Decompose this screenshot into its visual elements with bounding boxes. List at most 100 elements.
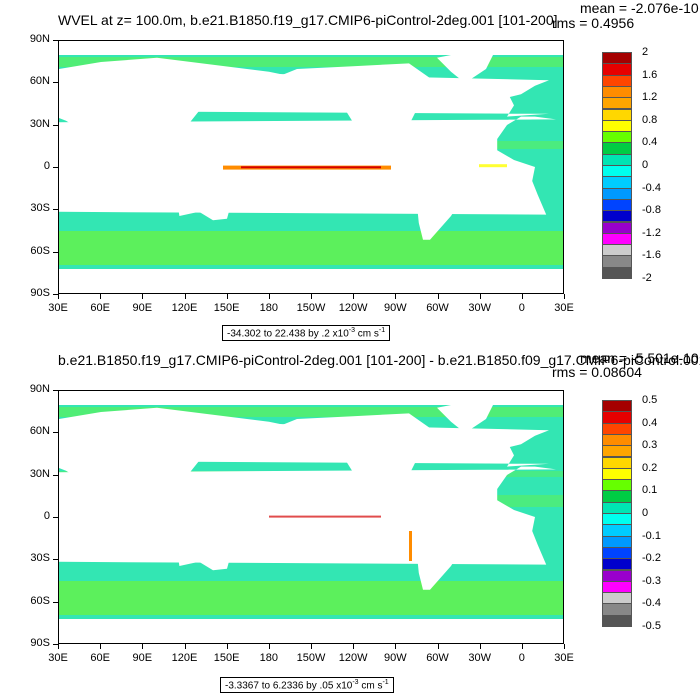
arctic-cap [59,391,563,405]
colorbar-swatch [602,614,632,627]
indonesia-landmass [150,508,185,529]
latitude-tick [53,167,58,168]
longitude-tick-label: 0 [518,302,525,314]
longitude-tick-label: 30W [468,302,491,314]
longitude-tick [353,294,355,299]
longitude-tick-label: 30W [468,652,491,664]
map-plot [58,390,564,644]
longitude-tick-label: 120E [171,302,198,314]
colorbar-label: 1.6 [642,68,658,81]
latitude-tick-label: 0 [43,510,50,522]
latitude-tick-label: 60N [29,425,50,438]
longitude-tick [268,644,270,649]
longitude-tick [268,294,270,299]
longitude-tick [226,644,228,649]
colorbar-label: -1.6 [642,249,661,262]
colorbar-label: 1.2 [642,91,658,104]
new-guinea-landmass [200,169,227,181]
longitude-tick [479,294,481,299]
longitude-tick-label: 30E [554,652,574,664]
longitude-tick-label: 150E [213,302,240,314]
mean-text: mean = -2.076e-10 [580,0,699,16]
north-america-landmass [283,413,444,496]
contour-range-label: -3.3367 to 6.2336 by .05 x10-3 cm s-1 [220,677,394,694]
latitude-tick [53,209,58,211]
longitude-tick-label: 0 [518,652,525,664]
panel-title: WVEL at z= 100.0m, b.e21.B1850.f19_g17.C… [58,12,558,28]
longitude-tick-label: 180 [259,652,278,664]
southern-ocean-band [59,231,563,265]
colorbar-label: 0.3 [642,439,658,452]
colorbar-label: -2 [642,272,652,284]
latitude-tick [53,474,58,476]
latitude-tick [53,390,58,391]
longitude-tick [184,644,186,649]
longitude-tick-label: 120E [171,652,198,664]
latitude-tick-label: 30S [30,202,50,215]
latitude-tick-label: 90S [30,637,50,649]
longitude-tick-label: 90E [132,302,153,314]
panel-top: WVEL at z= 100.0m, b.e21.B1850.f19_g17.C… [29,0,699,342]
longitude-tick [395,294,397,299]
mean-text: mean = -5.501e-10 [580,350,699,366]
arctic-band [59,407,563,417]
colorbar-label: -0.3 [642,574,661,587]
colorbar-label: 0.8 [642,113,658,126]
longitude-tick-label: 90W [384,652,407,664]
colorbar-label: 0.1 [642,484,658,497]
longitude-tick-label: 90E [132,652,153,664]
africa-west-landmass [59,466,556,565]
longitude-tick-label: 60W [426,652,449,664]
longitude-tick-label: 120W [338,302,368,314]
longitude-tick [142,644,144,649]
new-guinea-landmass [200,519,227,531]
south-america-landmass [409,150,472,240]
greenland-landmass [437,402,493,433]
latitude-tick-label: 90S [30,287,50,299]
greenland-landmass [437,52,493,83]
latitude-tick [53,432,58,434]
rms-text: rms = 0.08604 [552,364,642,380]
coastal-upwelling-pacific [409,531,412,561]
longitude-tick [226,294,228,299]
latitude-tick [53,251,58,253]
longitude-tick [311,644,312,649]
longitude-tick [521,294,523,299]
colorbar-label: -0.4 [642,597,661,610]
longitude-tick [184,294,186,299]
longitude-tick [395,644,397,649]
longitude-tick [353,644,355,649]
antarctica-landmass [59,269,563,293]
longitude-tick [100,294,102,299]
latitude-tick [53,294,58,295]
australia-landmass [176,532,232,571]
indonesia-landmass [150,158,185,179]
latitude-tick-label: 60S [30,244,50,257]
longitude-tick [311,294,312,299]
longitude-tick-label: 150W [296,652,326,664]
longitude-tick [564,644,565,649]
longitude-tick-label: 30E [48,302,68,314]
longitude-tick-label: 90W [384,302,407,314]
colorbar-label: 0 [642,159,649,171]
antarctica-landmass [59,619,563,643]
longitude-tick-label: 60E [90,302,110,314]
australia-landmass [176,182,232,221]
latitude-tick-label: 90N [29,383,50,395]
colorbar-label: 0.2 [642,461,658,474]
colorbar-label: -0.4 [642,181,661,194]
latitude-tick-label: 90N [29,33,50,45]
latitude-tick-label: 30N [29,467,50,480]
longitude-tick-label: 60W [426,302,449,314]
longitude-tick-label: 30E [554,302,574,314]
latitude-tick-label: 0 [43,160,50,172]
colorbar-label: 0 [642,507,649,519]
colorbar-label: 2 [642,46,649,58]
latitude-tick [53,644,58,645]
longitude-tick-label: 150E [213,652,240,664]
longitude-tick [437,644,439,649]
longitude-tick-label: 120W [338,652,368,664]
colorbar-label: -1.2 [642,226,661,239]
longitude-tick [479,644,481,649]
longitude-tick [437,294,439,299]
